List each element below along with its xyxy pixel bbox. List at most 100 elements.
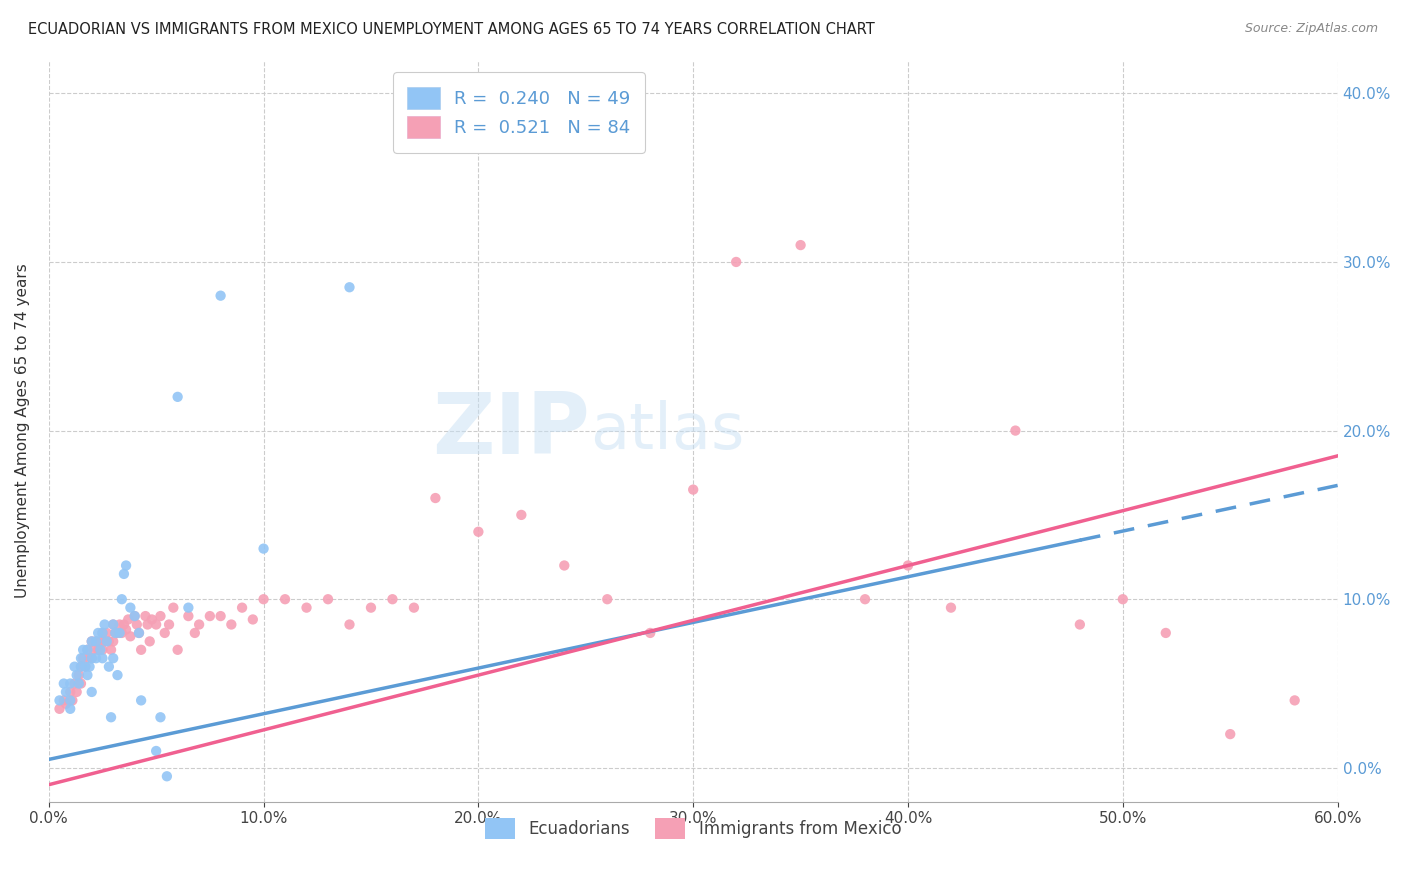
Point bbox=[198, 609, 221, 624]
Point bbox=[60, 693, 83, 707]
Point bbox=[134, 609, 156, 624]
Point bbox=[1004, 424, 1026, 438]
Point bbox=[79, 651, 101, 665]
Point bbox=[360, 600, 382, 615]
Point bbox=[153, 626, 176, 640]
Point bbox=[103, 651, 125, 665]
Point bbox=[93, 634, 115, 648]
Point bbox=[66, 668, 89, 682]
Point bbox=[89, 642, 111, 657]
Point bbox=[295, 600, 318, 615]
Point bbox=[93, 617, 115, 632]
Point bbox=[59, 685, 82, 699]
Point bbox=[596, 592, 619, 607]
Point bbox=[177, 600, 200, 615]
Y-axis label: Unemployment Among Ages 65 to 74 years: Unemployment Among Ages 65 to 74 years bbox=[15, 263, 30, 598]
Point bbox=[70, 659, 93, 673]
Text: ECUADORIAN VS IMMIGRANTS FROM MEXICO UNEMPLOYMENT AMONG AGES 65 TO 74 YEARS CORR: ECUADORIAN VS IMMIGRANTS FROM MEXICO UNE… bbox=[28, 22, 875, 37]
Point bbox=[87, 626, 110, 640]
Point bbox=[96, 626, 118, 640]
Point bbox=[252, 592, 274, 607]
Point bbox=[52, 676, 75, 690]
Legend: Ecuadorians, Immigrants from Mexico: Ecuadorians, Immigrants from Mexico bbox=[478, 812, 908, 846]
Point bbox=[120, 629, 142, 643]
Point bbox=[242, 612, 264, 626]
Point bbox=[80, 651, 103, 665]
Point bbox=[83, 642, 105, 657]
Point bbox=[59, 693, 82, 707]
Point bbox=[111, 592, 134, 607]
Point bbox=[162, 600, 184, 615]
Point bbox=[55, 697, 77, 711]
Point bbox=[117, 612, 139, 626]
Point bbox=[91, 626, 114, 640]
Point bbox=[510, 508, 533, 522]
Point bbox=[97, 634, 120, 648]
Point bbox=[853, 592, 876, 607]
Point bbox=[316, 592, 339, 607]
Point bbox=[100, 642, 122, 657]
Point bbox=[221, 617, 243, 632]
Point bbox=[184, 626, 207, 640]
Point bbox=[103, 634, 125, 648]
Point bbox=[75, 659, 97, 673]
Point bbox=[91, 651, 114, 665]
Point bbox=[177, 609, 200, 624]
Text: ZIP: ZIP bbox=[432, 389, 591, 472]
Point bbox=[124, 609, 146, 624]
Point bbox=[72, 651, 94, 665]
Point bbox=[112, 566, 135, 581]
Point bbox=[136, 617, 159, 632]
Point bbox=[66, 685, 89, 699]
Point bbox=[103, 617, 125, 632]
Point bbox=[96, 634, 118, 648]
Point bbox=[103, 617, 125, 632]
Point bbox=[120, 600, 142, 615]
Point bbox=[425, 491, 447, 505]
Point bbox=[75, 659, 97, 673]
Point bbox=[107, 668, 129, 682]
Point bbox=[84, 651, 107, 665]
Point bbox=[87, 642, 110, 657]
Point bbox=[63, 659, 86, 673]
Point bbox=[1069, 617, 1091, 632]
Point bbox=[725, 255, 748, 269]
Text: atlas: atlas bbox=[591, 400, 744, 461]
Point bbox=[80, 685, 103, 699]
Point bbox=[70, 676, 93, 690]
Point bbox=[104, 626, 127, 640]
Point bbox=[104, 626, 127, 640]
Point bbox=[166, 390, 188, 404]
Point bbox=[638, 626, 661, 640]
Point bbox=[149, 710, 172, 724]
Point bbox=[141, 612, 163, 626]
Point bbox=[115, 623, 138, 637]
Point bbox=[80, 634, 103, 648]
Point bbox=[339, 280, 361, 294]
Point bbox=[63, 676, 86, 690]
Point bbox=[52, 693, 75, 707]
Point bbox=[939, 600, 962, 615]
Point bbox=[107, 626, 129, 640]
Point bbox=[124, 609, 146, 624]
Point bbox=[145, 617, 167, 632]
Point bbox=[72, 642, 94, 657]
Point bbox=[166, 642, 188, 657]
Point bbox=[76, 642, 98, 657]
Point bbox=[138, 634, 160, 648]
Point bbox=[48, 693, 70, 707]
Point bbox=[1112, 592, 1135, 607]
Point bbox=[55, 685, 77, 699]
Point bbox=[145, 744, 167, 758]
Point bbox=[125, 617, 148, 632]
Point bbox=[1219, 727, 1241, 741]
Text: Source: ZipAtlas.com: Source: ZipAtlas.com bbox=[1244, 22, 1378, 36]
Point bbox=[129, 693, 152, 707]
Point bbox=[128, 626, 150, 640]
Point bbox=[1284, 693, 1306, 707]
Point bbox=[67, 676, 90, 690]
Point bbox=[381, 592, 404, 607]
Point bbox=[156, 769, 179, 783]
Point bbox=[897, 558, 920, 573]
Point bbox=[157, 617, 180, 632]
